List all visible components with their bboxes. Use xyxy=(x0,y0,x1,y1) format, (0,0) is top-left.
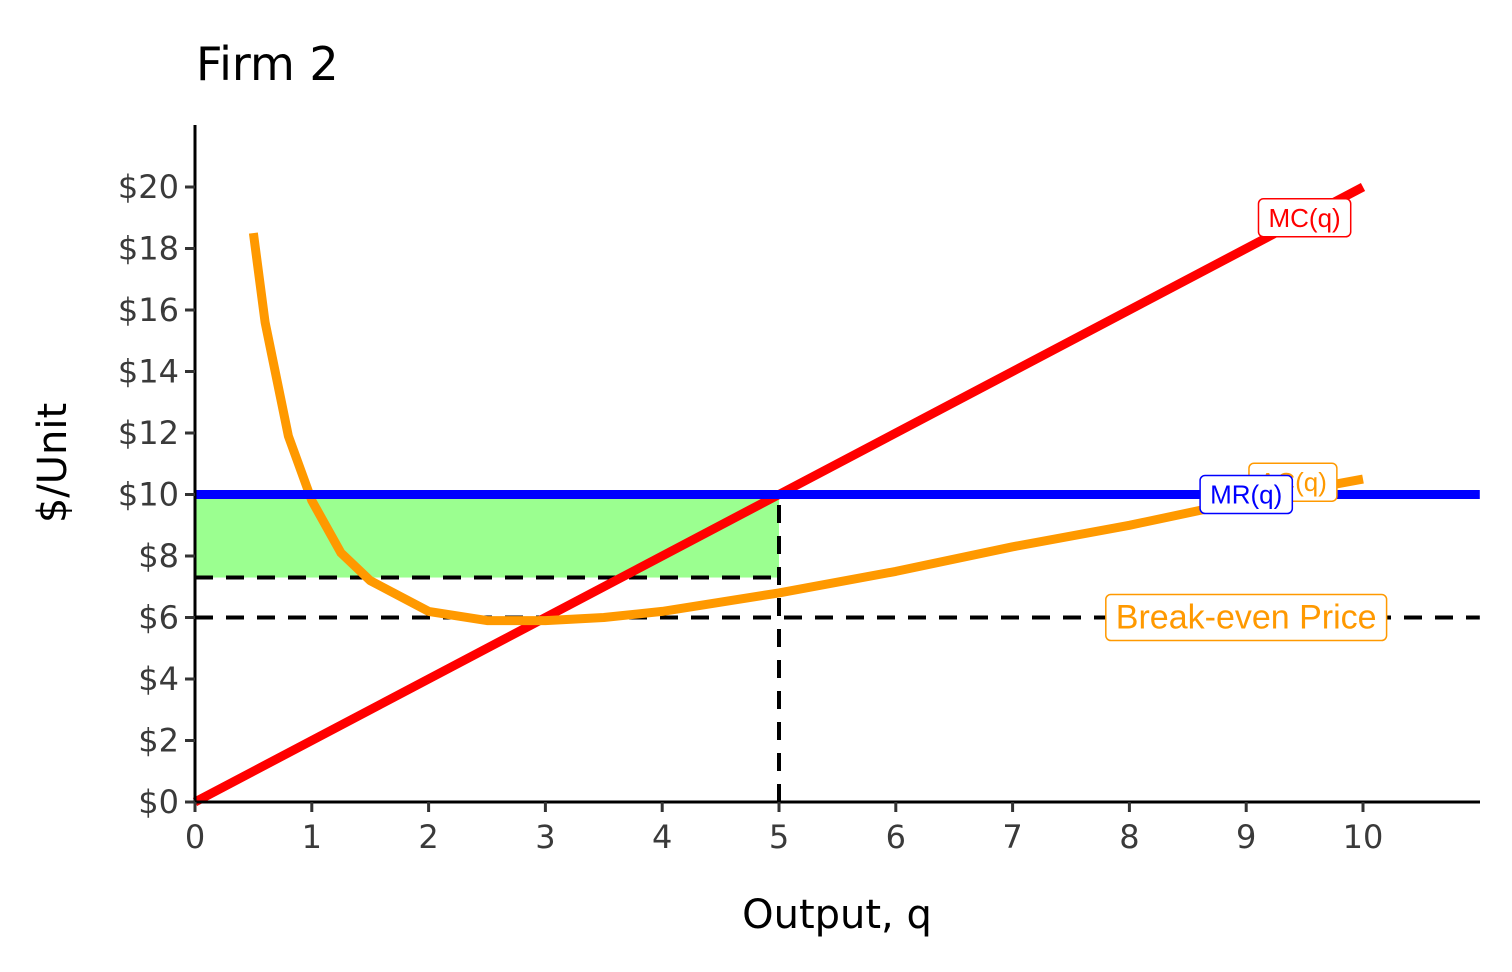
x-tick-label: 6 xyxy=(886,818,906,856)
y-tick-label: $14 xyxy=(118,353,179,391)
annotation-box xyxy=(1257,198,1352,238)
y-tick-label: $16 xyxy=(118,291,179,329)
annotation-text: MC(q) xyxy=(1268,203,1340,233)
y-tick-label: $20 xyxy=(118,168,179,206)
x-tick-label: 10 xyxy=(1343,818,1384,856)
annotation-mc-q: MC(q) xyxy=(1257,198,1352,238)
y-tick-label: $12 xyxy=(118,414,179,452)
x-tick-label: 5 xyxy=(769,818,789,856)
chart-title: Firm 2 xyxy=(196,37,339,91)
series-ac-q-line xyxy=(248,232,1364,626)
annotation-break-even-price: Break-even Price xyxy=(1105,593,1388,642)
y-tick-label: $10 xyxy=(118,476,179,514)
profit-region xyxy=(195,494,779,578)
x-tick-label: 7 xyxy=(1002,818,1022,856)
x-tick-label: 4 xyxy=(652,818,672,856)
y-tick-label: $4 xyxy=(138,660,179,698)
x-tick-label: 3 xyxy=(535,818,555,856)
y-axis-title: $/Unit xyxy=(30,403,76,523)
y-tick-label: $18 xyxy=(118,230,179,268)
y-tick-label: $2 xyxy=(138,722,179,760)
annotation-text: Break-even Price xyxy=(1116,599,1377,637)
plot-area: 0 1 2 3 4 5 6 7 8 9 10 $0 $2 $4 $6 $8 $10 $12 $14 $16 $18 $20… xyxy=(118,125,1480,856)
x-tick-label: 9 xyxy=(1236,818,1256,856)
x-tick-label: 8 xyxy=(1119,818,1139,856)
annotation-box xyxy=(1199,474,1294,515)
y-tick-label: $0 xyxy=(138,783,179,821)
annotation-box xyxy=(1105,593,1388,642)
annotation-mr-q: MR(q) xyxy=(1199,474,1294,515)
x-tick-label: 2 xyxy=(418,818,438,856)
x-tick-label: 0 xyxy=(185,818,205,856)
annotation-text: MR(q) xyxy=(1210,480,1282,510)
y-tick-label: $8 xyxy=(138,537,179,575)
y-tick-label: $6 xyxy=(138,599,179,637)
x-axis-title: Output, q xyxy=(742,892,932,938)
x-tick-label: 1 xyxy=(302,818,322,856)
